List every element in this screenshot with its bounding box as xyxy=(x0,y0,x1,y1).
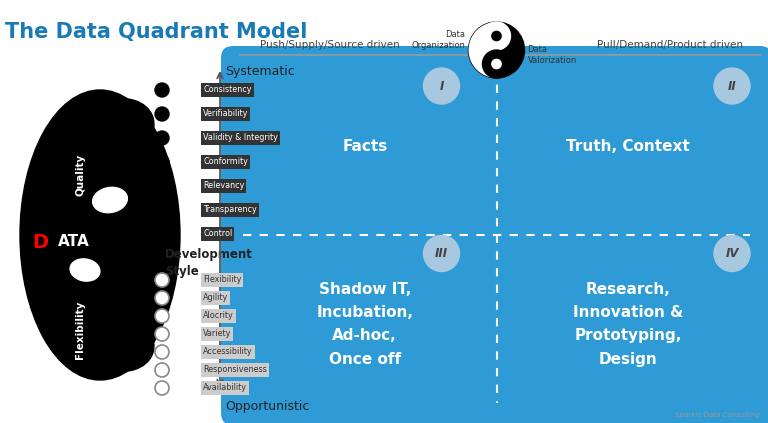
Circle shape xyxy=(155,345,169,359)
Text: Variety: Variety xyxy=(203,330,231,338)
Text: Transparency: Transparency xyxy=(203,206,257,214)
Circle shape xyxy=(155,131,169,145)
Text: Research,
Innovation &
Prototyping,
Design: Research, Innovation & Prototyping, Desi… xyxy=(573,282,684,367)
Text: D: D xyxy=(32,233,48,252)
Circle shape xyxy=(423,236,459,272)
Text: Sparkle Data Consulting: Sparkle Data Consulting xyxy=(675,412,760,418)
Circle shape xyxy=(155,107,169,121)
Text: Data
Valorization: Data Valorization xyxy=(528,45,577,65)
Text: Availability: Availability xyxy=(203,384,247,393)
Circle shape xyxy=(492,59,502,69)
Text: Opportunistic: Opportunistic xyxy=(225,400,310,413)
Text: Quality: Quality xyxy=(75,154,85,196)
Text: Verifiability: Verifiability xyxy=(203,110,248,118)
Text: IV: IV xyxy=(725,247,739,260)
Text: Push/Supply/Source driven: Push/Supply/Source driven xyxy=(260,40,400,50)
Circle shape xyxy=(468,22,525,78)
Circle shape xyxy=(155,227,169,241)
Ellipse shape xyxy=(76,309,154,371)
Text: Pull/Demand/Product driven: Pull/Demand/Product driven xyxy=(597,40,743,50)
Circle shape xyxy=(155,155,169,169)
Circle shape xyxy=(155,273,169,287)
Text: The Data Quadrant Model: The Data Quadrant Model xyxy=(5,22,307,42)
Wedge shape xyxy=(468,22,496,78)
Circle shape xyxy=(155,179,169,193)
Circle shape xyxy=(155,363,169,377)
Circle shape xyxy=(714,68,750,104)
Circle shape xyxy=(492,31,502,41)
Text: Accessibility: Accessibility xyxy=(203,348,253,357)
Ellipse shape xyxy=(70,259,100,281)
Circle shape xyxy=(155,291,169,305)
Circle shape xyxy=(482,22,511,50)
Text: I: I xyxy=(439,80,444,93)
Text: Facts: Facts xyxy=(342,139,387,154)
Text: Consistency: Consistency xyxy=(203,85,251,94)
Text: ATA: ATA xyxy=(58,234,90,250)
Circle shape xyxy=(155,83,169,97)
Text: Control: Control xyxy=(203,230,232,239)
Text: Flexibility: Flexibility xyxy=(203,275,241,285)
Circle shape xyxy=(155,381,169,395)
Text: Relevancy: Relevancy xyxy=(203,181,244,190)
Text: Development
Style: Development Style xyxy=(165,248,253,278)
Text: Validity & Integrity: Validity & Integrity xyxy=(203,134,278,143)
Ellipse shape xyxy=(20,90,180,380)
Text: Shadow IT,
Incubation,
Ad-hoc,
Once off: Shadow IT, Incubation, Ad-hoc, Once off xyxy=(316,282,413,367)
Text: Flexibility: Flexibility xyxy=(75,301,85,359)
FancyBboxPatch shape xyxy=(221,46,768,423)
Text: Conformity: Conformity xyxy=(203,157,248,167)
Circle shape xyxy=(423,68,459,104)
Text: Data
Organization: Data Organization xyxy=(412,30,465,50)
Text: Systematic: Systematic xyxy=(225,65,295,78)
Circle shape xyxy=(155,309,169,323)
Text: II: II xyxy=(727,80,737,93)
Text: Responsiveness: Responsiveness xyxy=(203,365,266,374)
Text: III: III xyxy=(435,247,448,260)
Text: Agility: Agility xyxy=(203,294,228,302)
Ellipse shape xyxy=(76,99,154,161)
Text: Alocrity: Alocrity xyxy=(203,311,233,321)
Ellipse shape xyxy=(93,187,127,213)
Circle shape xyxy=(155,327,169,341)
Circle shape xyxy=(155,203,169,217)
Text: Truth, Context: Truth, Context xyxy=(566,139,690,154)
Circle shape xyxy=(482,50,511,78)
Circle shape xyxy=(714,236,750,272)
